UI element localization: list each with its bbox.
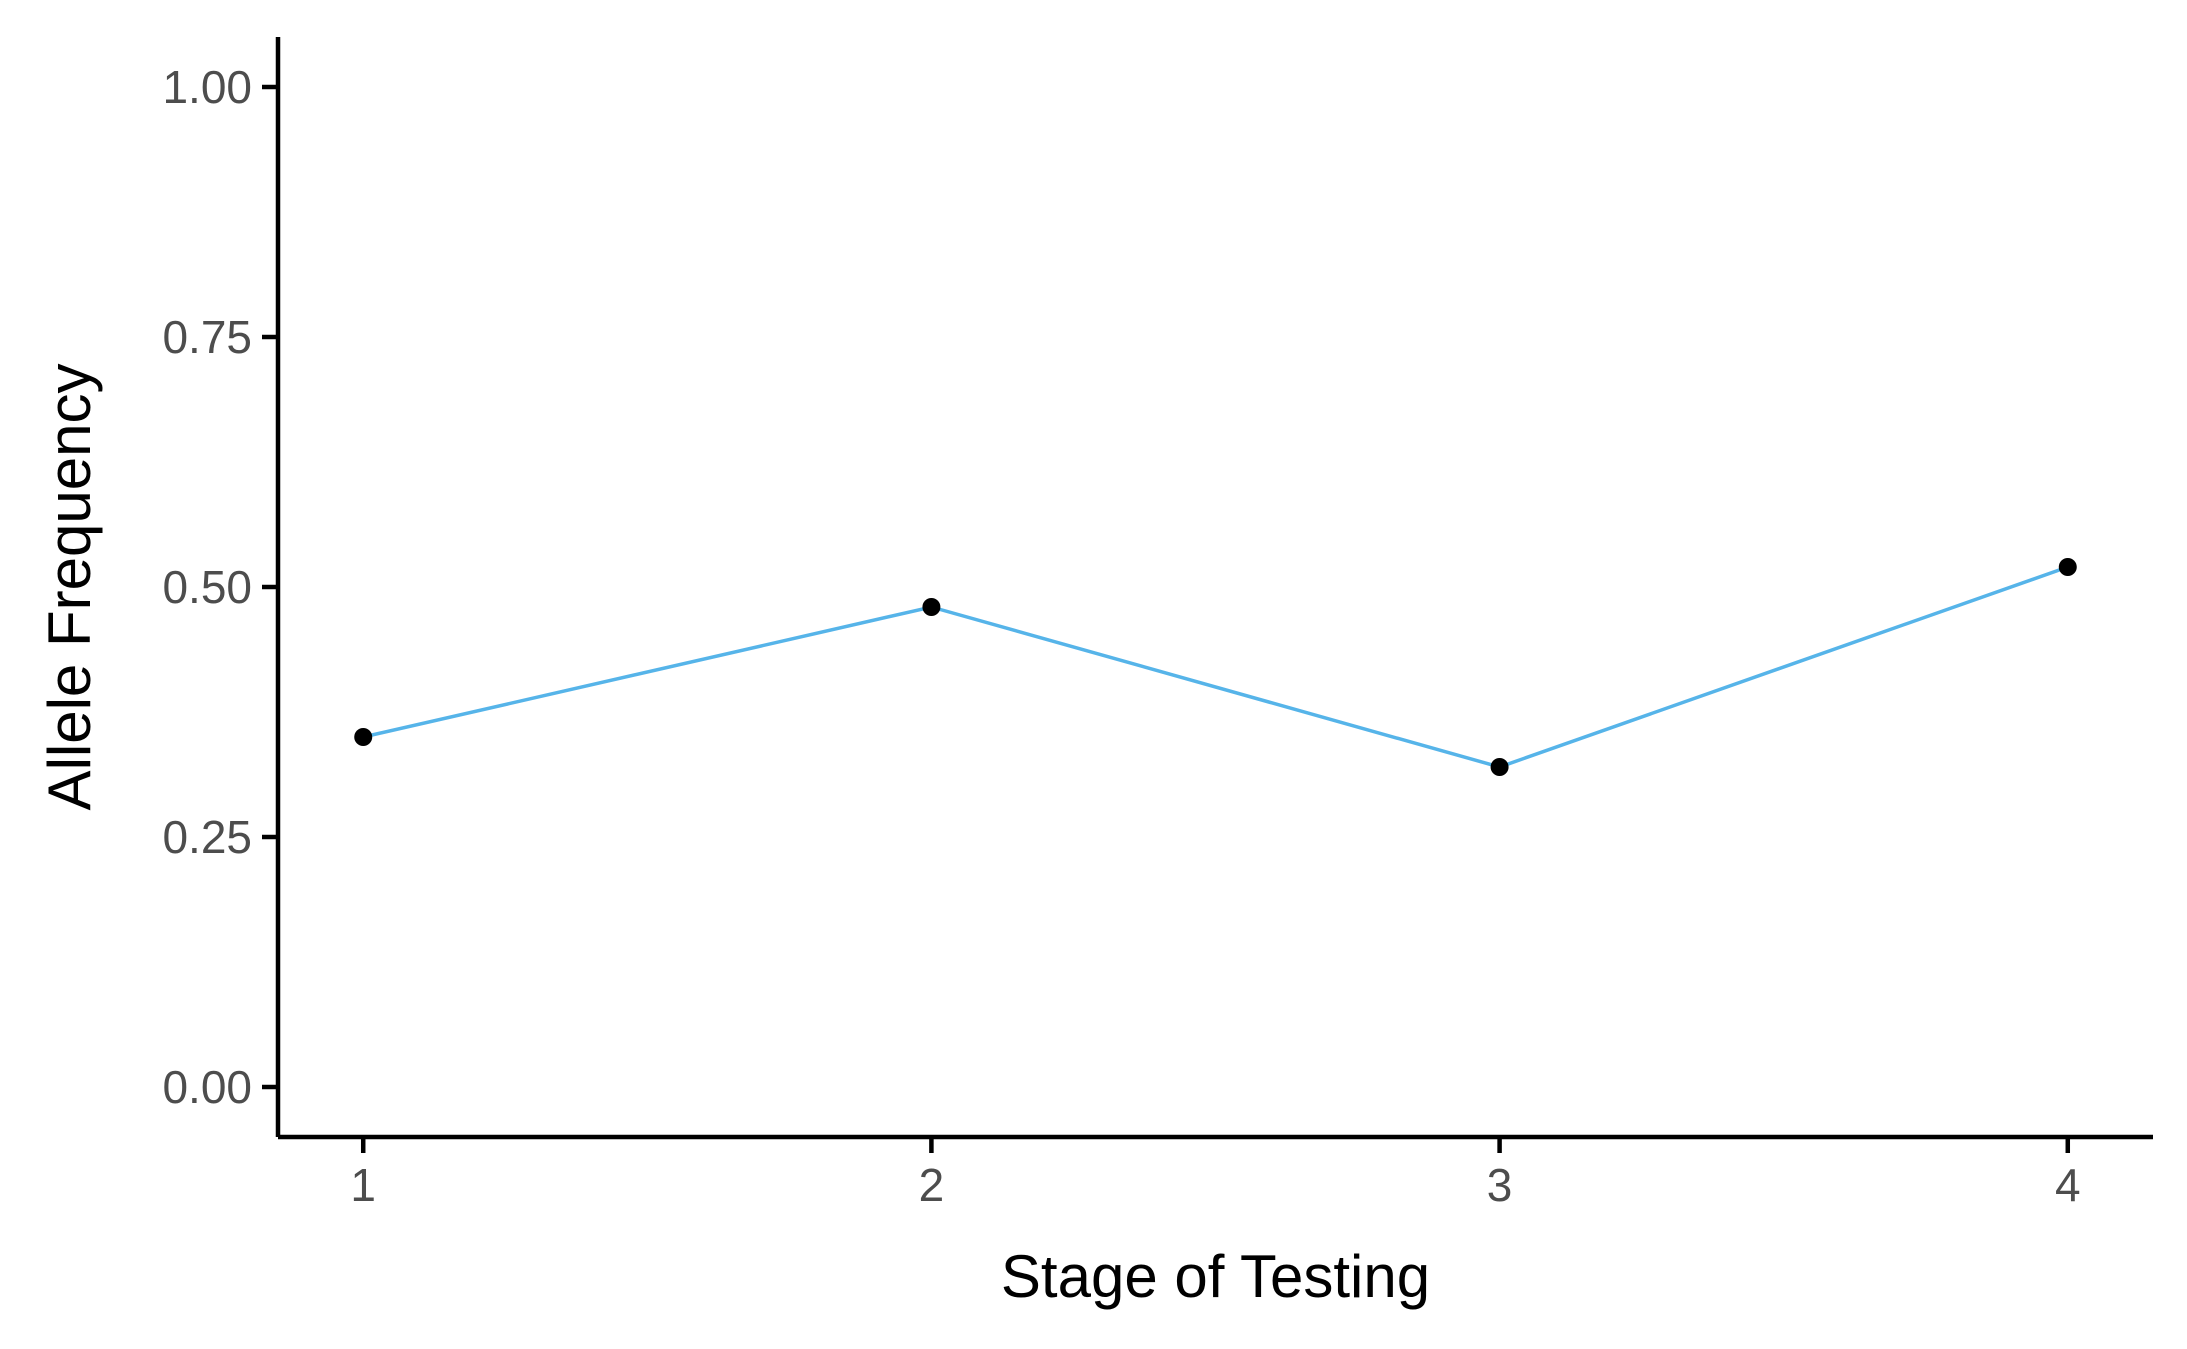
x-tick-label: 3 [1487, 1159, 1513, 1211]
x-tick-label: 1 [350, 1159, 376, 1211]
y-tick-label: 1.00 [162, 61, 252, 113]
x-axis-title: Stage of Testing [1001, 1243, 1430, 1310]
y-tick-label: 0.50 [162, 561, 252, 613]
data-point [1490, 758, 1509, 776]
x-axis-ticks: 1 2 3 4 [350, 1137, 2081, 1211]
series-line [362, 565, 2069, 769]
series-points [354, 558, 2077, 776]
data-point [922, 598, 941, 616]
y-axis-title: Allele Frequency [36, 364, 103, 811]
y-tick-label: 0.00 [162, 1061, 252, 1113]
data-point [2058, 558, 2077, 576]
y-axis-ticks: 0.00 0.25 0.50 0.75 1.00 [162, 61, 278, 1113]
y-tick-label: 0.75 [162, 311, 252, 363]
x-tick-label: 2 [919, 1159, 945, 1211]
y-tick-label: 0.25 [162, 811, 252, 863]
x-tick-label: 4 [2055, 1159, 2081, 1211]
series-lines [362, 565, 2069, 769]
data-point [354, 728, 373, 746]
